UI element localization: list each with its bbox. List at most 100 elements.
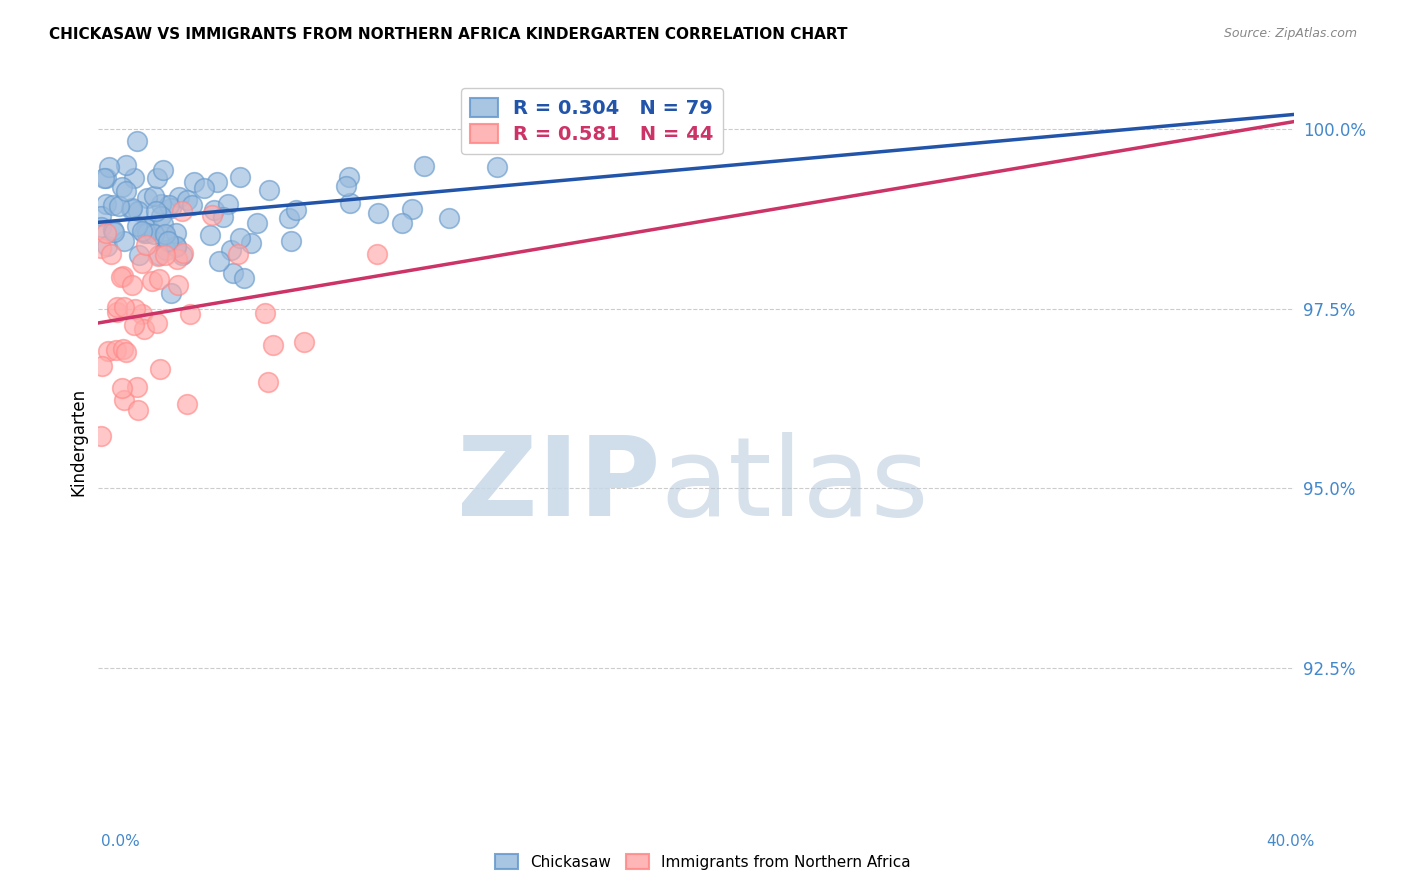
Point: [125, 219, 148, 233]
Text: Source: ZipAtlas.com: Source: ZipAtlas.com: [1223, 27, 1357, 40]
Point: [166, 252, 188, 266]
Text: ZIP: ZIP: [457, 433, 661, 540]
Point: [153, 228, 176, 243]
Point: [131, 224, 153, 238]
Point: [148, 271, 170, 285]
Point: [145, 171, 167, 186]
Text: atlas: atlas: [661, 433, 928, 540]
Point: [131, 256, 153, 270]
Point: [217, 196, 239, 211]
Point: [90, 241, 112, 255]
Point: [96, 170, 118, 185]
Point: [165, 239, 187, 253]
Point: [277, 211, 299, 226]
Point: [257, 182, 280, 196]
Point: [155, 227, 177, 241]
Point: [160, 202, 183, 216]
Point: [90, 209, 112, 223]
Point: [120, 202, 142, 217]
Point: [183, 175, 205, 189]
Point: [391, 215, 413, 229]
Point: [172, 246, 194, 260]
Point: [256, 375, 278, 389]
Point: [112, 393, 135, 408]
Point: [105, 305, 128, 319]
Point: [165, 240, 187, 254]
Point: [437, 211, 460, 225]
Point: [165, 226, 187, 240]
Point: [112, 300, 135, 314]
Point: [207, 175, 229, 189]
Point: [240, 236, 263, 251]
Point: [135, 226, 157, 240]
Y-axis label: Kindergarten: Kindergarten: [69, 387, 87, 496]
Point: [207, 254, 229, 268]
Legend: Chickasaw, Immigrants from Northern Africa: Chickasaw, Immigrants from Northern Afri…: [488, 847, 918, 877]
Point: [128, 248, 150, 262]
Point: [97, 344, 120, 359]
Point: [107, 300, 129, 314]
Point: [108, 199, 131, 213]
Point: [152, 162, 174, 177]
Point: [232, 271, 254, 285]
Point: [97, 160, 120, 174]
Point: [200, 227, 222, 242]
Point: [157, 198, 180, 212]
Point: [169, 190, 191, 204]
Point: [148, 249, 170, 263]
Point: [122, 170, 145, 185]
Point: [160, 286, 183, 301]
Point: [90, 220, 112, 235]
Point: [114, 345, 136, 359]
Point: [111, 180, 134, 194]
Point: [135, 221, 157, 235]
Point: [111, 381, 134, 395]
Point: [132, 322, 155, 336]
Point: [131, 307, 153, 321]
Point: [100, 246, 122, 260]
Legend: R = 0.304   N = 79, R = 0.581   N = 44: R = 0.304 N = 79, R = 0.581 N = 44: [461, 88, 723, 153]
Point: [170, 248, 193, 262]
Point: [94, 196, 117, 211]
Point: [202, 203, 225, 218]
Point: [212, 210, 235, 224]
Text: 0.0%: 0.0%: [101, 834, 141, 848]
Point: [111, 268, 134, 283]
Point: [115, 184, 138, 198]
Point: [103, 225, 125, 239]
Point: [125, 134, 148, 148]
Point: [110, 269, 132, 284]
Point: [280, 234, 302, 248]
Point: [136, 191, 159, 205]
Point: [122, 318, 145, 332]
Point: [101, 223, 124, 237]
Point: [181, 198, 204, 212]
Point: [176, 194, 198, 208]
Point: [150, 209, 173, 223]
Point: [219, 243, 242, 257]
Point: [143, 227, 166, 241]
Point: [150, 196, 173, 211]
Point: [96, 239, 118, 253]
Text: CHICKASAW VS IMMIGRANTS FROM NORTHERN AFRICA KINDERGARTEN CORRELATION CHART: CHICKASAW VS IMMIGRANTS FROM NORTHERN AF…: [49, 27, 848, 42]
Point: [486, 160, 509, 174]
Point: [138, 221, 160, 235]
Point: [337, 169, 360, 184]
Point: [112, 234, 135, 248]
Point: [176, 397, 198, 411]
Point: [141, 274, 163, 288]
Point: [121, 202, 143, 216]
Point: [121, 277, 143, 292]
Point: [254, 306, 277, 320]
Point: [127, 402, 149, 417]
Point: [193, 181, 215, 195]
Point: [148, 362, 170, 376]
Point: [262, 338, 284, 352]
Point: [412, 159, 434, 173]
Point: [201, 208, 224, 222]
Point: [156, 234, 179, 248]
Point: [166, 278, 188, 293]
Point: [226, 247, 249, 261]
Point: [179, 307, 201, 321]
Point: [152, 217, 174, 231]
